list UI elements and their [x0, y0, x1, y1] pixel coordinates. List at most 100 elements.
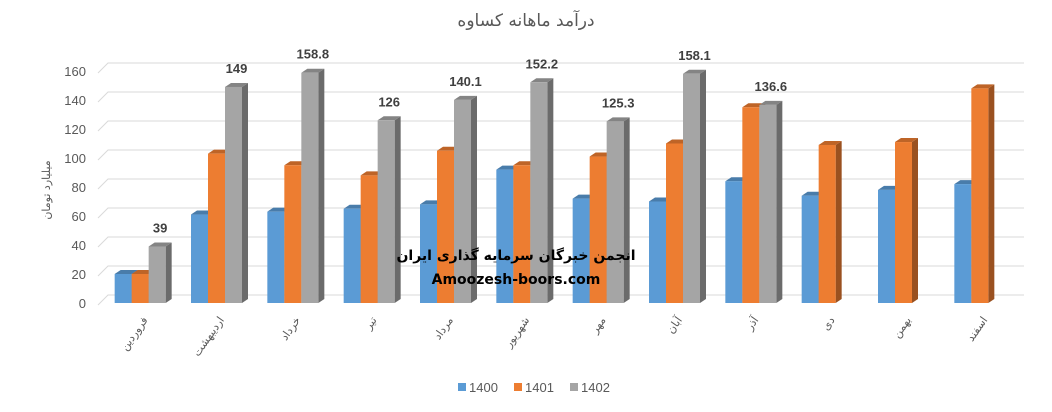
bar-1400 [725, 181, 743, 303]
bar-1401 [742, 107, 760, 303]
bar-1402 [301, 72, 319, 304]
data-label: 126 [378, 94, 400, 109]
gridline [97, 120, 1024, 132]
data-labels: 39 149 158.8 126 140.1 152.2 125.3 158.1 136.6 [153, 47, 787, 236]
bar-1402 [148, 246, 166, 303]
chart-title: درآمد ماهانه کساوه [457, 9, 594, 31]
bar-top-1401 [818, 140, 842, 145]
bar-1402 [606, 121, 624, 303]
bar-1400 [878, 189, 895, 303]
gridline [97, 207, 1024, 219]
data-label: 140.1 [449, 74, 482, 89]
gridline [97, 91, 1024, 103]
bar-1401 [131, 274, 149, 303]
data-label: 149 [226, 61, 248, 76]
bar-top-1401 [895, 138, 918, 143]
bars [114, 68, 995, 304]
x-tick-label: مرداد [431, 314, 456, 342]
bar-side-1402 [471, 95, 477, 303]
bar-top-1402 [301, 68, 325, 73]
bar-side-1402 [394, 116, 401, 303]
legend-swatch-1400 [458, 383, 466, 391]
x-axis-labels: فروردین اردیبهشت خرداد تیر مرداد شهریور مهر آبا… [118, 313, 990, 359]
bar-side-1402 [776, 100, 783, 304]
legend-label: 1401 [525, 380, 554, 395]
gridline [97, 178, 1024, 190]
bar-1402 [377, 120, 395, 303]
gridline [97, 265, 1024, 277]
bar-1402 [683, 73, 700, 303]
bar-1400 [801, 195, 819, 303]
legend-label: 1400 [469, 380, 498, 395]
bar-1401 [284, 165, 302, 303]
bar-top-1402 [454, 95, 477, 100]
bar-side-1401 [835, 140, 842, 303]
data-label: 39 [153, 220, 167, 235]
y-tick-label: 100 [64, 151, 86, 166]
x-tick-label: شهریور [501, 314, 532, 350]
bar-1402 [759, 104, 777, 304]
bar-side-1401 [912, 138, 918, 303]
x-tick-label: فروردین [118, 314, 151, 353]
bar-1400 [496, 169, 514, 303]
bar-1401 [437, 150, 454, 303]
bar-1401 [513, 165, 531, 303]
bar-1400 [572, 198, 590, 303]
x-tick-label: آبان [663, 313, 685, 336]
data-label: 152.2 [526, 56, 559, 71]
bar-side-1402 [623, 117, 630, 303]
bar-side-1402 [318, 68, 325, 304]
x-tick-label: آذر [742, 313, 762, 333]
gridline [97, 62, 1024, 74]
bar-1400 [191, 214, 208, 303]
y-tick-label: 140 [64, 93, 86, 108]
legend: 1400 1401 1402 [458, 380, 610, 395]
y-axis-ticks: 0 20 40 60 80 100 120 140 160 [64, 64, 86, 311]
gridline [97, 149, 1024, 161]
bar-1402 [225, 86, 242, 303]
watermark-line1: انجمن خبرگان سرمایه گذاری ایران [396, 247, 635, 264]
y-tick-label: 20 [72, 267, 86, 282]
data-label: 158.8 [297, 47, 330, 62]
bar-side-1402 [700, 69, 706, 303]
gridlines [97, 62, 1024, 306]
legend-label: 1402 [581, 380, 610, 395]
bar-side-1402 [165, 242, 172, 303]
bar-top-1400 [114, 270, 138, 274]
bar-side-1402 [547, 78, 554, 303]
legend-swatch-1402 [570, 383, 578, 391]
bar-top-1402 [377, 116, 401, 121]
watermark-line2: Amoozesh-boors.com [432, 272, 601, 288]
bar-top-1402 [683, 69, 706, 74]
x-tick-label: اردیبهشت [190, 314, 227, 359]
bar-top-1402 [606, 117, 630, 122]
bar-side-1401 [988, 84, 995, 304]
bar-top-1402 [759, 100, 783, 105]
bar-1401 [971, 88, 989, 304]
y-tick-label: 40 [72, 238, 86, 253]
x-tick-label: مهر [588, 314, 609, 336]
bar-1401 [360, 175, 378, 303]
gridline [97, 294, 1024, 306]
y-tick-label: 0 [79, 296, 86, 311]
bar-1400 [114, 274, 132, 303]
y-axis-label: میلیارد تومان [40, 160, 53, 219]
bar-1401 [666, 143, 683, 303]
bar-1402 [454, 99, 471, 303]
y-tick-label: 80 [72, 180, 86, 195]
bar-top-1402 [225, 82, 248, 87]
bar-1402 [530, 82, 548, 303]
x-tick-label: بهمن [890, 314, 914, 340]
bar-1401 [208, 153, 225, 303]
data-label: 158.1 [678, 48, 711, 63]
y-tick-label: 60 [72, 209, 86, 224]
y-tick-label: 160 [64, 64, 86, 79]
x-tick-label: تیر [361, 314, 379, 332]
bar-1401 [589, 156, 607, 303]
bar-top-1402 [148, 242, 172, 247]
bar-1400 [649, 201, 666, 303]
bar-1400 [420, 204, 437, 303]
x-tick-label: دی [819, 314, 837, 333]
y-tick-label: 120 [64, 122, 86, 137]
